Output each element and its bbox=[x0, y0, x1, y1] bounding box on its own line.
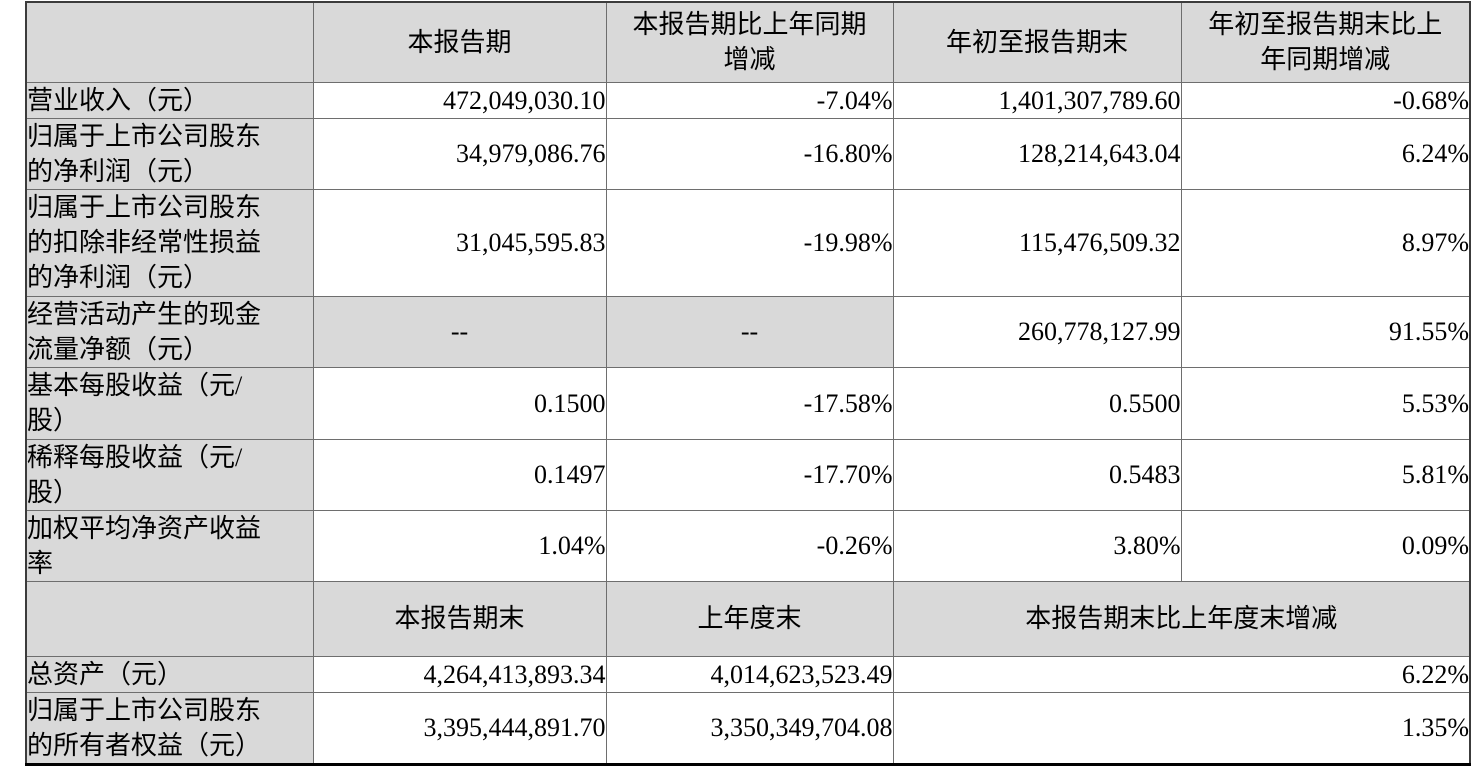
cell-ytd: 0.5483 bbox=[892, 438, 1182, 511]
corner-cell bbox=[25, 1, 314, 83]
cell-yoy-change: -7.04% bbox=[605, 81, 894, 119]
row-label: 归属于上市公司股东 的所有者权益（元） bbox=[25, 691, 314, 765]
table-row-basic-eps: 基本每股收益（元/ 股） 0.1500 -17.58% 0.5500 5.53% bbox=[25, 366, 1471, 440]
table-row-total-assets: 总资产（元） 4,264,413,893.34 4,014,623,523.49… bbox=[25, 655, 1471, 693]
col-header-current-period: 本报告期 bbox=[312, 1, 607, 83]
row-label: 归属于上市公司股东 的净利润（元） bbox=[25, 117, 314, 190]
cell-ytd-yoy-change: 6.24% bbox=[1180, 117, 1471, 190]
col-header-prior-year-end: 上年度末 bbox=[605, 580, 894, 657]
row-label: 归属于上市公司股东 的扣除非经常性损益 的净利润（元） bbox=[25, 188, 314, 297]
cell-period-end: 4,264,413,893.34 bbox=[312, 655, 607, 693]
table-row-weighted-avg-roe: 加权平均净资产收益 率 1.04% -0.26% 3.80% 0.09% bbox=[25, 509, 1471, 582]
table-row-diluted-eps: 稀释每股收益（元/ 股） 0.1497 -17.70% 0.5483 5.81% bbox=[25, 438, 1471, 511]
cell-ytd-yoy-change: -0.68% bbox=[1180, 81, 1471, 119]
cell-ytd-yoy-change: 8.97% bbox=[1180, 188, 1471, 297]
cell-prior-year-end: 3,350,349,704.08 bbox=[605, 691, 894, 765]
cell-current-period: 34,979,086.76 bbox=[312, 117, 607, 190]
cell-yoy-change: -17.70% bbox=[605, 438, 894, 511]
col-header-change-vs-prior-year-end: 本报告期末比上年度末增减 bbox=[892, 580, 1471, 657]
cell-yoy-change: -16.80% bbox=[605, 117, 894, 190]
cell-current-period: 1.04% bbox=[312, 509, 607, 582]
table-row-revenue: 营业收入（元） 472,049,030.10 -7.04% 1,401,307,… bbox=[25, 81, 1471, 119]
corner-cell bbox=[25, 580, 314, 657]
cell-ytd-yoy-change: 0.09% bbox=[1180, 509, 1471, 582]
cell-ytd-yoy-change: 91.55% bbox=[1180, 295, 1471, 368]
cell-current-period-na: -- bbox=[312, 295, 607, 368]
cell-ytd-yoy-change: 5.81% bbox=[1180, 438, 1471, 511]
col-header-period-end: 本报告期末 bbox=[312, 580, 607, 657]
cell-yoy-change: -17.58% bbox=[605, 366, 894, 440]
col-header-ytd: 年初至报告期末 bbox=[892, 1, 1182, 83]
col-header-yoy-change: 本报告期比上年同期 增减 bbox=[605, 1, 894, 83]
row-label: 经营活动产生的现金 流量净额（元） bbox=[25, 295, 314, 368]
cell-ytd: 1,401,307,789.60 bbox=[892, 81, 1182, 119]
cell-yoy-change-na: -- bbox=[605, 295, 894, 368]
cell-change-vs-prior-year-end: 1.35% bbox=[892, 691, 1471, 765]
row-label: 加权平均净资产收益 率 bbox=[25, 509, 314, 582]
cell-current-period: 31,045,595.83 bbox=[312, 188, 607, 297]
cell-current-period: 472,049,030.10 bbox=[312, 81, 607, 119]
table-row-equity-attributable-to-shareholders: 归属于上市公司股东 的所有者权益（元） 3,395,444,891.70 3,3… bbox=[25, 691, 1471, 765]
header-row-period: 本报告期 本报告期比上年同期 增减 年初至报告期末 年初至报告期末比上 年同期增… bbox=[25, 1, 1471, 83]
row-label: 营业收入（元） bbox=[25, 81, 314, 119]
cell-current-period: 0.1497 bbox=[312, 438, 607, 511]
cell-yoy-change: -19.98% bbox=[605, 188, 894, 297]
cell-change-vs-prior-year-end: 6.22% bbox=[892, 655, 1471, 693]
cell-period-end: 3,395,444,891.70 bbox=[312, 691, 607, 765]
cell-ytd: 128,214,643.04 bbox=[892, 117, 1182, 190]
cell-current-period: 0.1500 bbox=[312, 366, 607, 440]
cell-ytd-yoy-change: 5.53% bbox=[1180, 366, 1471, 440]
financial-summary-table: 本报告期 本报告期比上年同期 增减 年初至报告期末 年初至报告期末比上 年同期增… bbox=[25, 1, 1471, 766]
cell-ytd: 115,476,509.32 bbox=[892, 188, 1182, 297]
row-label: 总资产（元） bbox=[25, 655, 314, 693]
table-row-net-profit: 归属于上市公司股东 的净利润（元） 34,979,086.76 -16.80% … bbox=[25, 117, 1471, 190]
header-row-period-end: 本报告期末 上年度末 本报告期末比上年度末增减 bbox=[25, 580, 1471, 657]
table-row-operating-cash-flow: 经营活动产生的现金 流量净额（元） -- -- 260,778,127.99 9… bbox=[25, 295, 1471, 368]
cell-ytd: 0.5500 bbox=[892, 366, 1182, 440]
row-label: 稀释每股收益（元/ 股） bbox=[25, 438, 314, 511]
cell-ytd: 3.80% bbox=[892, 509, 1182, 582]
row-label: 基本每股收益（元/ 股） bbox=[25, 366, 314, 440]
cell-yoy-change: -0.26% bbox=[605, 509, 894, 582]
table-row-net-profit-excl-nonrecurring: 归属于上市公司股东 的扣除非经常性损益 的净利润（元） 31,045,595.8… bbox=[25, 188, 1471, 297]
cell-prior-year-end: 4,014,623,523.49 bbox=[605, 655, 894, 693]
cell-ytd: 260,778,127.99 bbox=[892, 295, 1182, 368]
col-header-ytd-yoy-change: 年初至报告期末比上 年同期增减 bbox=[1180, 1, 1471, 83]
